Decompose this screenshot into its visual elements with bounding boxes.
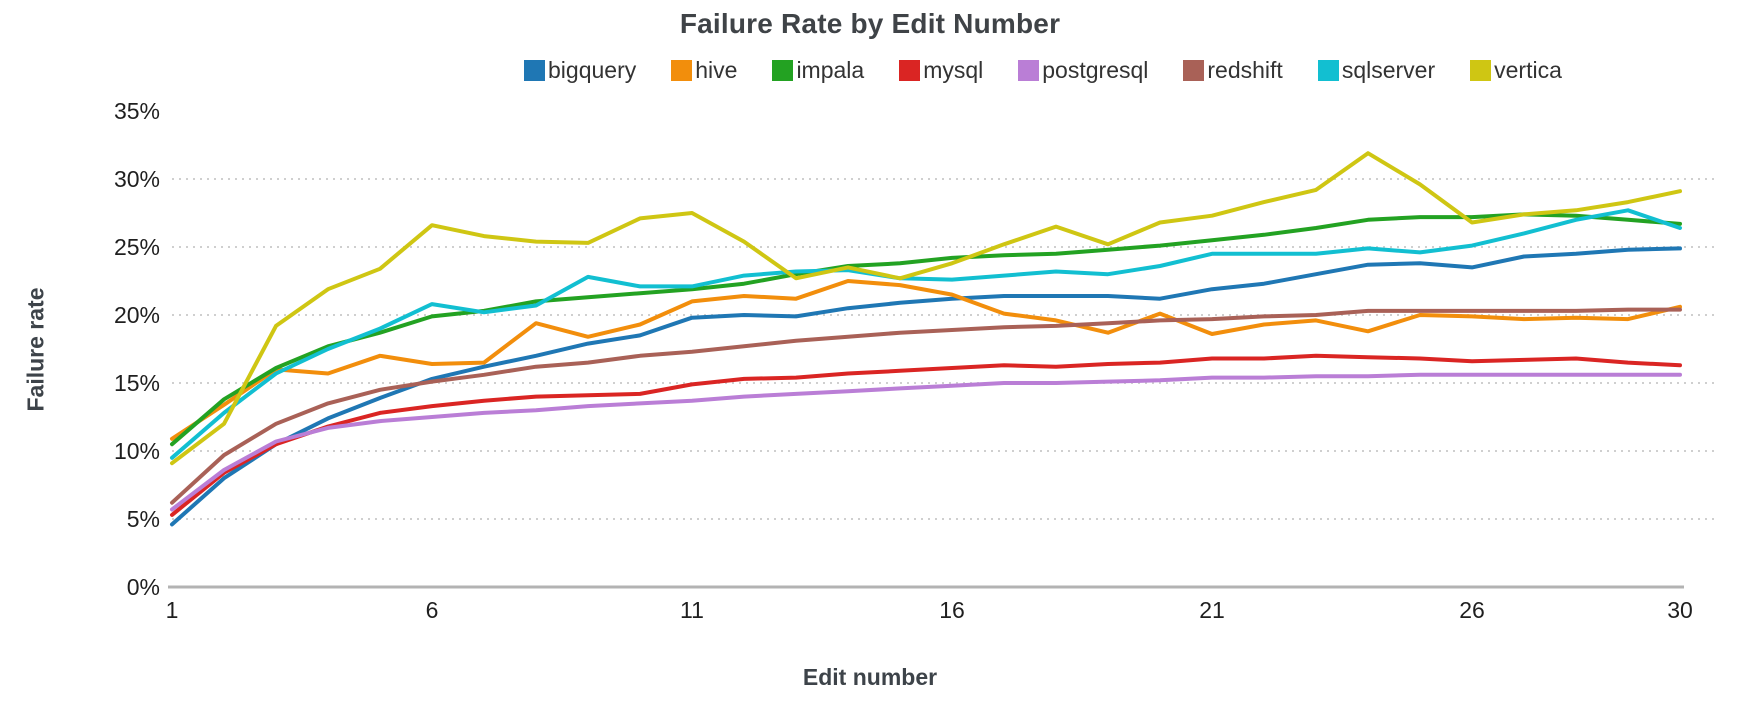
legend-item-hive[interactable]: hive <box>671 57 737 84</box>
legend: bigquery hive impala mysql postgresql redshif… <box>524 57 1562 84</box>
y-axis-title: Failure rate <box>22 287 49 412</box>
line-redshift <box>170 307 1682 505</box>
legend-swatch-redshift <box>1183 60 1205 81</box>
legend-item-mysql[interactable]: mysql <box>899 57 983 84</box>
x-tick-label-26: 26 <box>1459 597 1485 623</box>
legend-item-bigquery[interactable]: bigquery <box>524 57 636 84</box>
y-tick-label-10: 10% <box>114 438 160 464</box>
line-impala <box>170 212 1682 447</box>
x-tick-label-11: 11 <box>680 597 704 623</box>
x-tick-label-6: 6 <box>426 597 439 623</box>
legend-item-sqlserver[interactable]: sqlserver <box>1317 57 1436 84</box>
legend-swatch-vertica <box>1470 60 1492 81</box>
y-tick-label-30: 30% <box>114 166 160 192</box>
legend-label: mysql <box>923 57 984 83</box>
line-sqlserver <box>170 208 1682 460</box>
y-tick-label-15: 15% <box>114 370 160 396</box>
line-postgresql <box>170 372 1682 512</box>
legend-item-postgresql[interactable]: postgresql <box>1018 57 1148 84</box>
y-tick-label-25: 25% <box>114 234 160 260</box>
x-tick-label-16: 16 <box>939 597 965 623</box>
legend-swatch-impala <box>772 60 794 81</box>
y-tick-label-20: 20% <box>114 302 160 328</box>
x-tick-label-30: 30 <box>1667 597 1693 623</box>
x-tick-label-1: 1 <box>166 597 179 623</box>
legend-label: hive <box>695 57 738 83</box>
legend-label: postgresql <box>1042 57 1149 83</box>
y-tick-label-0: 0% <box>127 574 160 600</box>
y-tick-label-5: 5% <box>127 506 160 532</box>
line-vertica <box>170 151 1682 466</box>
line-hive <box>170 279 1682 441</box>
legend-item-redshift[interactable]: redshift <box>1183 57 1283 84</box>
legend-swatch-hive <box>671 60 693 81</box>
legend-label: vertica <box>1494 57 1562 83</box>
legend-swatch-bigquery <box>524 60 545 81</box>
legend-label: redshift <box>1207 57 1283 83</box>
x-axis-title: Edit number <box>802 664 938 690</box>
legend-swatch-postgresql <box>1018 60 1040 81</box>
chart-title: Failure Rate by Edit Number <box>679 8 1061 39</box>
legend-item-vertica[interactable]: vertica <box>1470 57 1562 84</box>
legend-item-impala[interactable]: impala <box>772 57 864 84</box>
y-tick-label-35: 35% <box>114 98 160 124</box>
legend-swatch-mysql <box>899 60 921 81</box>
line-mysql <box>170 353 1682 517</box>
legend-swatch-sqlserver <box>1317 60 1339 81</box>
legend-label: bigquery <box>548 57 637 83</box>
legend-label: sqlserver <box>1341 57 1436 83</box>
legend-label: impala <box>796 57 865 83</box>
x-tick-label-21: 21 <box>1199 597 1225 623</box>
